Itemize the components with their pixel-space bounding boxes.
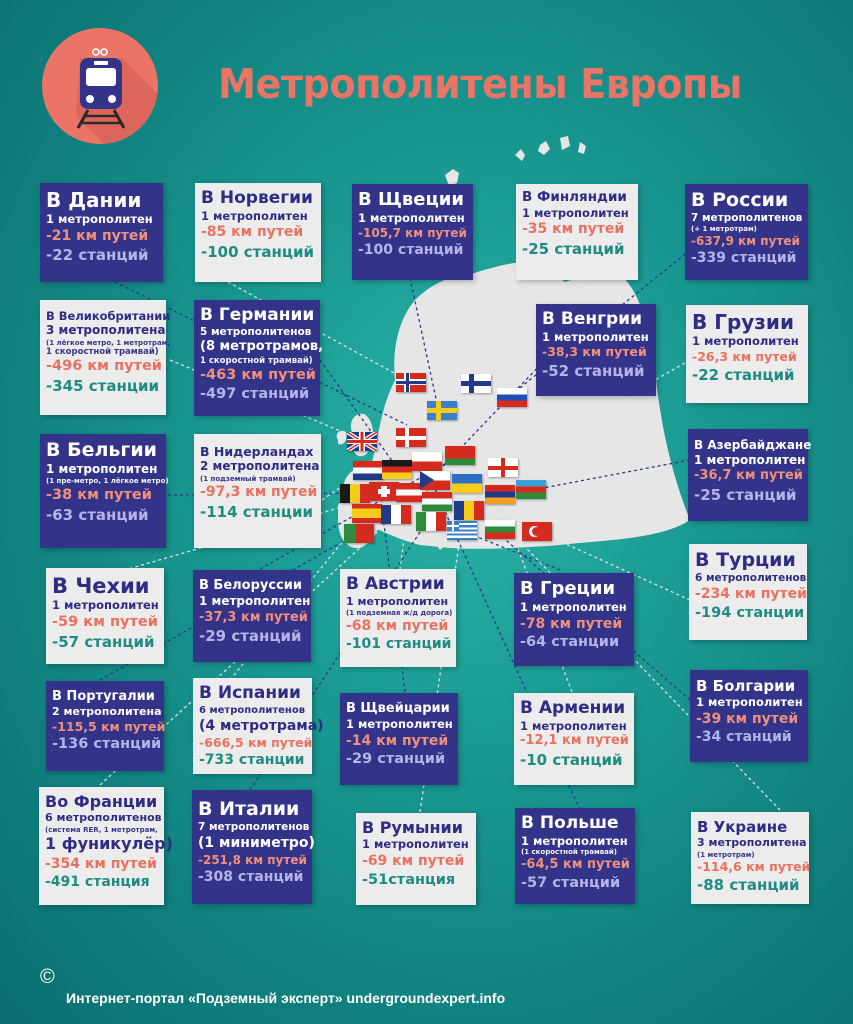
- country-card-uk: В Великобритании 3 метрополитена (1 лёгк…: [40, 300, 170, 415]
- flag-finland-icon: [461, 374, 491, 393]
- country-card-norway: В Норвегии 1 метрополитен -85 км путей -…: [195, 183, 321, 282]
- flag-bulgaria-icon: [485, 520, 515, 539]
- flag-poland-icon: [412, 452, 442, 471]
- flag-spain-icon: [352, 504, 382, 523]
- country-card-germany: В Германии 5 метрополитенов (8 метротрам…: [194, 300, 323, 416]
- footer-credit: Интернет-портал «Подземный эксперт» unde…: [66, 990, 506, 1006]
- country-card-switzerland: В Щвейцарии 1 метрополитен -14 км путей …: [340, 693, 458, 785]
- country-card-armenia: В Армении 1 метрополитен -12,1 км путей …: [514, 693, 634, 785]
- country-card-portugal: В Португалии 2 метрополитена -115,5 км п…: [46, 681, 165, 771]
- country-card-denmark: В Дании 1 метрополитен -21 км путей -22 …: [40, 183, 163, 282]
- flag-romania-icon: [454, 501, 484, 520]
- flag-netherlands-icon: [353, 461, 383, 480]
- flag-belarus-icon: [445, 446, 475, 465]
- page-title: Метрополитены Европы: [218, 60, 742, 108]
- flag-azerbaijan-icon: [516, 480, 546, 499]
- country-card-russia: В России 7 метрополитенов (+ 1 метротрам…: [685, 184, 808, 280]
- country-card-sweden: В Щвеции 1 метрополитен -105,7 км путей …: [352, 184, 473, 280]
- metro-train-icon: [42, 28, 158, 144]
- country-card-netherlands: В Нидерландах 2 метрополитена (1 подземн…: [194, 434, 321, 548]
- flag-turkey-icon: [522, 522, 552, 541]
- flag-armenia-icon: [485, 485, 515, 504]
- flag-austria-icon: [396, 483, 426, 502]
- country-card-azerbaijan: В Азербайджане 1 метрополитен -36,7 км п…: [688, 429, 811, 521]
- country-card-georgia: В Грузии 1 метрополитен -26,3 км путей -…: [686, 305, 808, 403]
- flag-georgia-icon: [488, 458, 518, 477]
- flag-greece-icon: [447, 521, 477, 540]
- copyright-icon: ©: [40, 966, 55, 988]
- flag-czech-icon: [420, 471, 450, 490]
- country-card-italy: В Италии 7 метрополитенов (1 миниметро) …: [192, 790, 315, 904]
- flag-portugal-icon: [344, 524, 374, 543]
- flag-russia-icon: [497, 388, 527, 407]
- flag-hungary-icon: [422, 492, 452, 511]
- country-card-bulgaria: В Болгарии 1 метрополитен -39 км путей -…: [690, 670, 808, 762]
- country-card-romania: В Румынии 1 метрополитен -69 км путей -5…: [356, 813, 476, 905]
- flag-norway-icon: [396, 373, 426, 392]
- country-card-poland: В Польше 1 метрополитен (1 скоростной тр…: [515, 808, 635, 904]
- flag-switzerland-icon: [369, 482, 399, 501]
- flag-sweden-icon: [427, 401, 457, 420]
- country-card-austria: В Австрии 1 метрополитен (1 подземная ж/…: [340, 569, 456, 667]
- country-card-spain: В Испании 6 метрополитенов (4 метротрама…: [193, 678, 324, 774]
- flag-germany-icon: [382, 460, 412, 479]
- flag-ukraine-icon: [452, 474, 482, 493]
- country-card-finland: В Финляндии 1 метрополитен -35 км путей …: [516, 184, 638, 280]
- country-card-greece: В Греции 1 метрополитен -78 км путей -64…: [514, 573, 634, 666]
- flag-uk-icon: [347, 432, 377, 451]
- country-card-turkey: В Турции 6 метрополитенов -234 км путей …: [689, 544, 807, 640]
- country-card-hungary: В Венгрии 1 метрополитен -38,3 км путей …: [536, 304, 656, 396]
- country-card-belgium: В Бельгии 1 метрополитен (1 пре-метро, 1…: [40, 434, 169, 548]
- country-card-ukraine: В Украине 3 метрополитена (1 метротрам) …: [691, 812, 810, 904]
- flag-italy-icon: [416, 512, 446, 531]
- country-card-belarus: В Белоруссии 1 метрополитен -37,3 км пут…: [193, 570, 311, 662]
- flag-france-icon: [381, 505, 411, 524]
- country-card-czech: В Чехии 1 метрополитен -59 км путей -57 …: [46, 568, 164, 664]
- flag-denmark-icon: [396, 428, 426, 447]
- country-card-france: Во Франции 6 метрополитенов (система RER…: [39, 787, 173, 905]
- flag-belgium-icon: [340, 484, 370, 503]
